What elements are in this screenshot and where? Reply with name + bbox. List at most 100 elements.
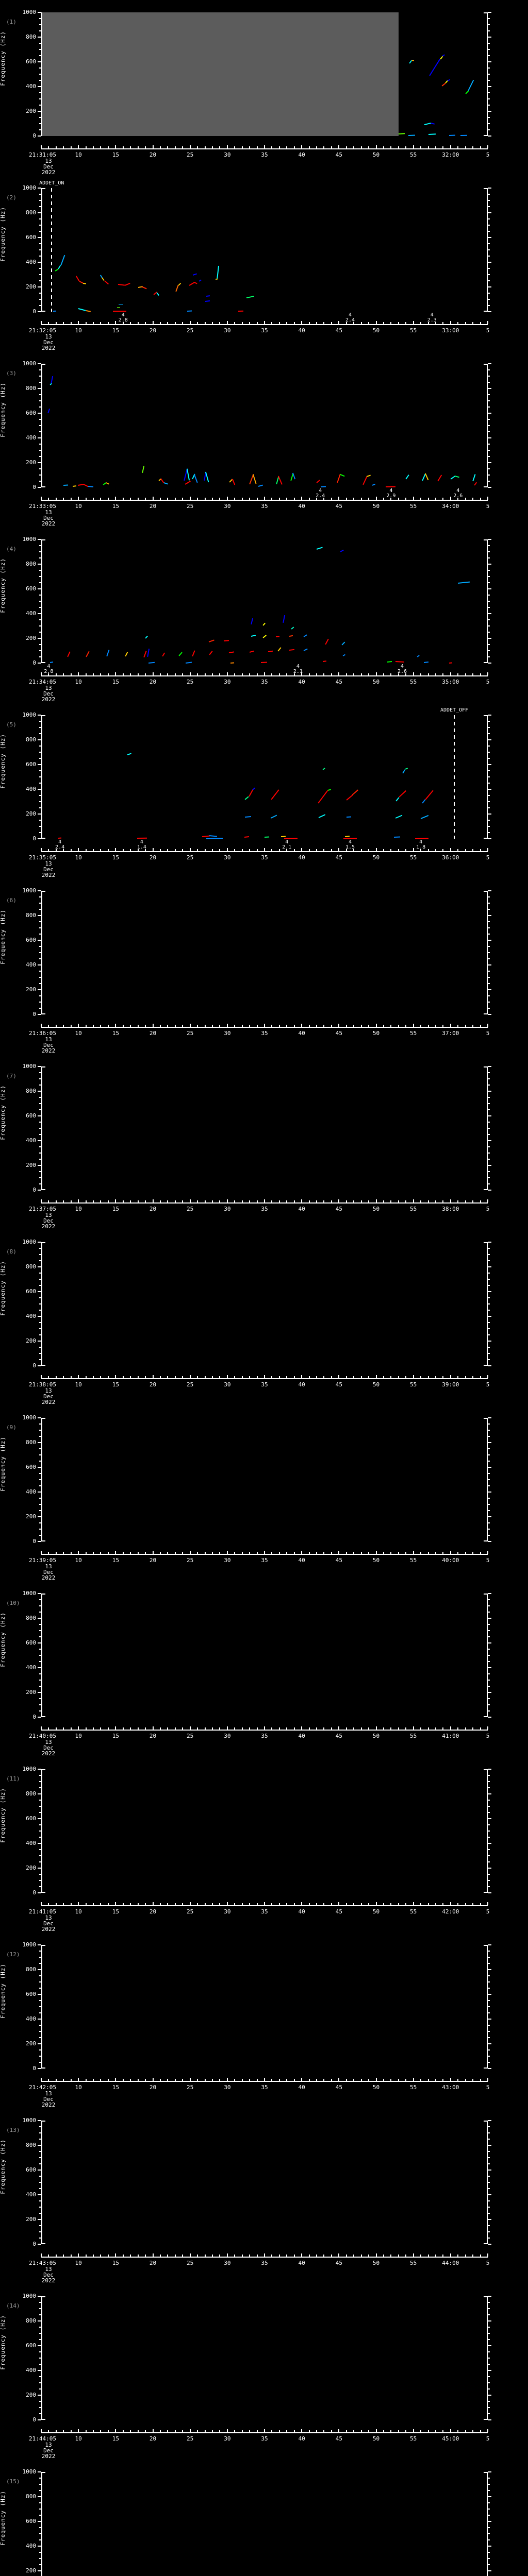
x-tick-minor [360,146,362,148]
x-tick-minor [63,2255,64,2257]
x-tick-minor [182,322,184,324]
y-tick-minor [488,721,490,722]
x-tick-minor [167,849,169,851]
x-tick-major [189,1902,191,1905]
y-tick-minor [488,2231,490,2232]
x-tick-minor [234,1025,236,1027]
y-tick-major [38,1994,41,1995]
x-tick-major [338,321,340,324]
x-tick-major [78,2429,79,2432]
x-tick-minor [197,322,199,324]
x-tick-major [152,145,154,148]
x-tick-minor [383,849,384,851]
y-tick-label: 800 [26,33,36,40]
x-tick-major [412,1024,414,1027]
y-tick-major [488,1115,491,1116]
x-tick-minor [405,1025,407,1027]
y-tick-label: 1000 [22,9,37,15]
y-tick-minor [488,607,490,608]
x-tick-minor [130,1552,131,1554]
detection-count: 4 [419,839,423,845]
x-tick-minor [174,849,176,851]
contour-trace [178,652,183,656]
y-tick-label: 200 [26,2567,36,2574]
y-tick-minor [39,2502,41,2503]
x-tick-minor [48,1200,50,1202]
y-tick-major [488,1868,491,1869]
y-tick-minor [39,727,41,728]
axis-date-line: Dec [43,515,54,521]
y-tick-minor [488,24,490,25]
x-tick-major [375,321,377,324]
x-tick-major [264,848,265,851]
x-tick-label: 40 [298,679,305,685]
contour-trace [425,790,433,800]
x-tick-major [152,1375,154,1378]
y-tick-label: 1000 [22,2293,37,2299]
x-tick-minor [256,2079,258,2081]
x-tick-minor [70,673,72,675]
contour-trace [458,581,470,584]
panel-number: (4) [6,546,16,552]
y-tick-major [488,2345,491,2346]
y-tick-minor [488,2333,490,2334]
y-tick-minor [488,1963,490,1964]
x-tick-minor [360,673,362,675]
y-tick-label: 600 [26,58,36,65]
y-tick-minor [39,1698,41,1699]
contour-trace [199,279,202,282]
x-tick-minor [405,1552,407,1554]
x-tick-label: 40 [298,2084,305,2091]
y-tick-major [38,286,41,287]
axis-frame-segment [41,1418,42,1541]
x-axis: 21:44:05 10 15 20 25 30 35 40 45 50 55 45:00 5 13 Dec 2… [29,2429,489,2459]
x-tick-minor [457,322,459,324]
y-tick-major [38,212,41,213]
x-tick-label: 55 [410,1381,417,1388]
x-tick-minor [48,2079,50,2081]
x-tick-minor [465,673,466,675]
y-tick-minor [488,2388,490,2389]
y-tick-minor [488,1880,490,1881]
x-tick-minor [211,2255,213,2257]
x-tick-minor [219,2255,221,2257]
x-tick-label: 30 [224,151,231,158]
x-tick-label: 10 [75,1733,82,1739]
y-tick-minor [488,1673,490,1674]
x-tick-minor [204,2430,206,2432]
x-tick-minor [420,2079,422,2081]
detection-score: 1.5 [345,844,355,850]
y-tick-minor [488,2062,490,2063]
x-tick-minor [130,1376,131,1378]
x-tick-label: 10 [75,2260,82,2266]
x-tick-major [115,2078,117,2081]
x-tick-major [78,321,79,324]
x-tick-minor [457,1025,459,1027]
x-tick-minor [241,1376,243,1378]
detection-score: 1.8 [416,844,426,850]
y-tick-label: 600 [26,2518,36,2524]
x-tick-major [301,1902,303,1905]
y-tick-minor [39,1171,41,1172]
y-tick-label: 200 [26,2392,36,2398]
detection-count: 4 [285,839,289,845]
x-tick-label: 50 [372,679,380,685]
y-tick-minor [488,2358,490,2359]
axis-date-line: 2022 [41,1223,56,1230]
x-tick-minor [353,2430,355,2432]
x-tick-label: 55 [410,1908,417,1915]
x-tick-minor [427,1903,429,1905]
x-tick-minor [308,1727,310,1730]
y-tick-major [488,1442,491,1443]
contour-trace [411,60,415,61]
contour-trace [86,310,91,312]
x-tick-minor [167,322,169,324]
y-tick-minor [39,305,41,306]
axis-frame-segment [41,2121,42,2244]
x-tick-minor [271,498,273,500]
axis-frame-segment [41,662,45,663]
y-tick-minor [39,1310,41,1311]
y-tick-label: 800 [26,385,36,392]
